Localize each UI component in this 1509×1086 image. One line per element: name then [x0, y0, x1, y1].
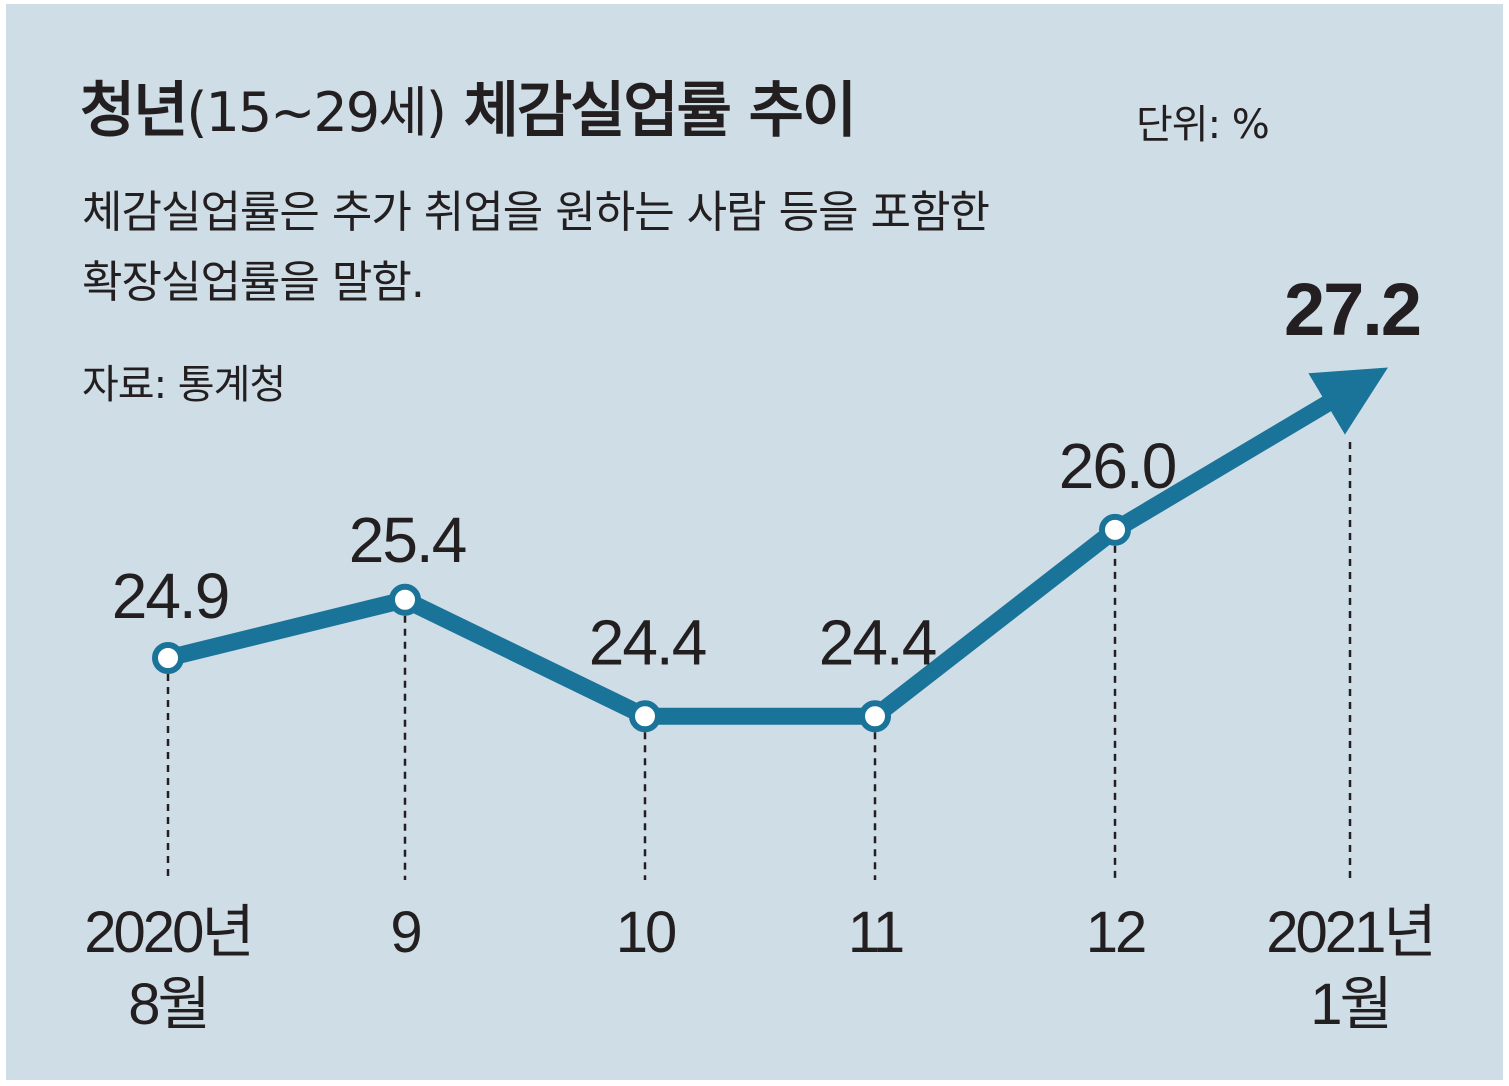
- title-main-b: 체감실업률 추이: [444, 76, 857, 146]
- x-tick-label-3: 11: [848, 900, 903, 965]
- title-age-range: (15~29세): [186, 81, 446, 144]
- chart-panel: [6, 4, 1503, 1080]
- x-tick-label-1: 9: [390, 900, 420, 965]
- x-tick-label-0-1: 8월: [128, 972, 208, 1037]
- data-point-3: [859, 700, 891, 733]
- value-label-1: 25.4: [349, 504, 466, 576]
- source-label: 자료: 통계청: [82, 362, 286, 408]
- data-point-4: [1099, 513, 1131, 546]
- description-line-1: 체감실업률은 추가 취업을 원하는 사람 등을 포함한: [82, 187, 990, 238]
- x-tick-label-0-0: 2020년: [84, 900, 251, 965]
- value-label-0: 24.9: [112, 560, 229, 632]
- value-label-5: 27.2: [1284, 268, 1420, 351]
- value-label-3: 24.4: [819, 606, 936, 678]
- x-tick-label-2: 10: [616, 900, 675, 965]
- x-tick-label-5-1: 1월: [1310, 972, 1390, 1037]
- title-main-a: 청년: [80, 76, 188, 146]
- data-point-0: [152, 642, 184, 674]
- value-label-4: 26.0: [1059, 430, 1176, 502]
- data-point-2: [629, 700, 661, 733]
- chart-title: 청년(15~29세) 체감실업률 추이: [80, 62, 857, 149]
- unit-label: 단위: %: [1136, 102, 1270, 148]
- description-line-2: 확장실업률을 말함.: [82, 257, 425, 308]
- value-label-2: 24.4: [589, 606, 706, 678]
- x-tick-label-4: 12: [1086, 900, 1145, 965]
- series-line: [165, 367, 1388, 725]
- description: 체감실업률은 추가 취업을 원하는 사람 등을 포함한 확장실업률을 말함.: [82, 178, 990, 318]
- data-point-1: [389, 583, 421, 616]
- x-tick-label-5-0: 2021년: [1266, 900, 1433, 965]
